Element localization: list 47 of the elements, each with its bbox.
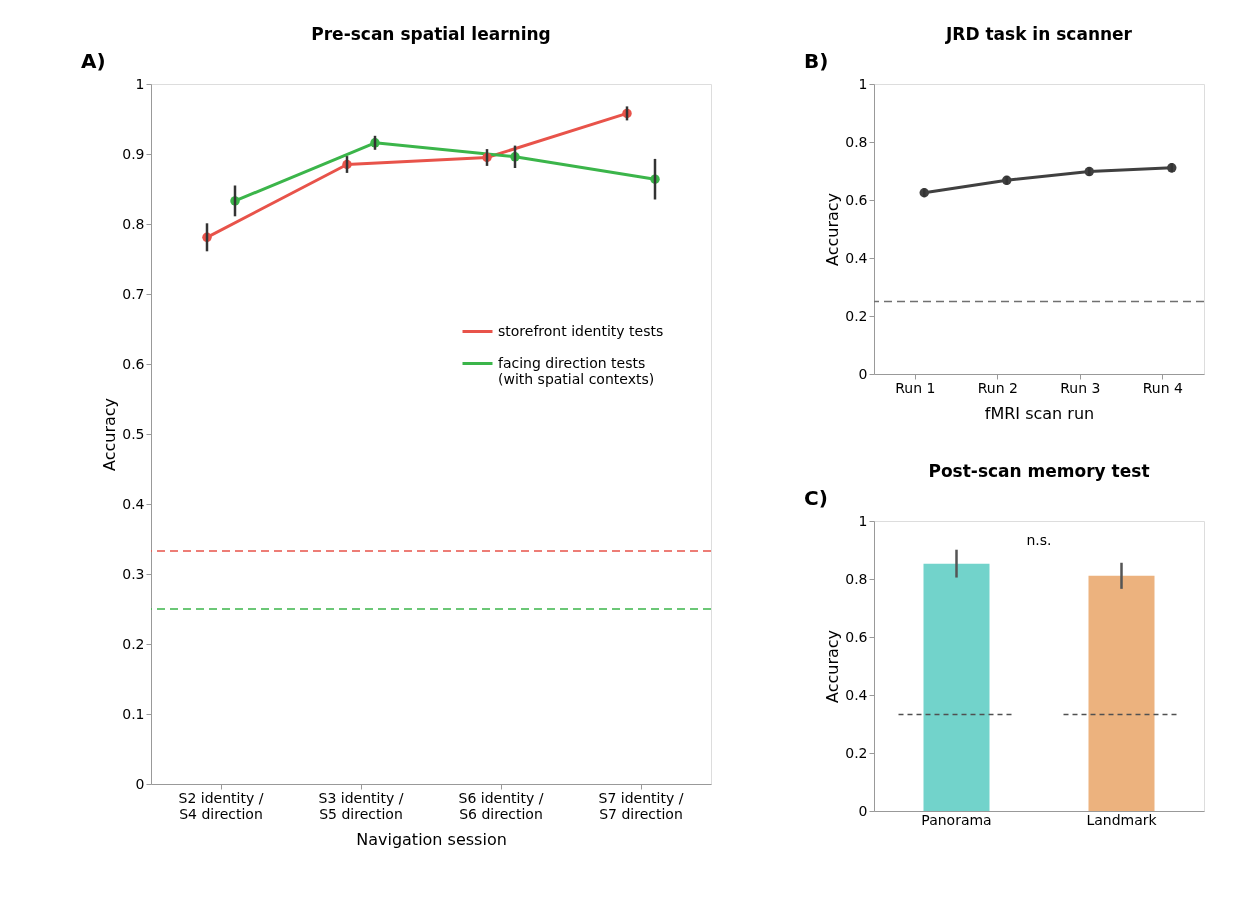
y-tick-label: 0.1	[122, 705, 145, 722]
y-tick-label: 0.3	[122, 565, 145, 582]
y-axis-title: Accuracy	[823, 192, 843, 267]
y-tick-label: 0.6	[845, 191, 868, 208]
x-axis-title: Navigation session	[356, 829, 507, 849]
y-tick-label: 0	[858, 365, 868, 382]
x-axis-title: fMRI scan run	[984, 403, 1095, 423]
y-tick-label: 0.9	[122, 145, 145, 162]
y-tick-label: 0.8	[845, 133, 868, 150]
x-tick-label: S2 identity / S4 direction	[178, 789, 264, 822]
text: A)	[81, 49, 106, 73]
y-tick-label: 0.2	[122, 635, 145, 652]
y-axis-title: Accuracy	[100, 397, 120, 472]
y-tick-label: 0.8	[845, 570, 868, 587]
y-tick-label: 1	[858, 75, 868, 92]
y-tick-label: 0.5	[122, 425, 145, 442]
x-tick-label: S7 identity / S7 direction	[598, 789, 684, 822]
y-tick-label: 0.4	[845, 686, 868, 703]
y-tick-label: 1	[858, 512, 868, 529]
x-tick-label: Run 4	[1142, 379, 1183, 396]
text: C)	[804, 486, 828, 510]
x-tick-label: Panorama	[921, 811, 992, 828]
y-tick-label: 0.6	[122, 355, 145, 372]
x-tick-label: Run 1	[895, 379, 936, 396]
y-tick-label: 0.2	[845, 307, 868, 324]
legend-label: storefront identity tests	[498, 322, 664, 339]
y-tick-label: 0.2	[845, 744, 868, 761]
x-tick-label: Landmark	[1086, 811, 1158, 828]
x-tick-label: S3 identity / S5 direction	[318, 789, 404, 822]
annotation: n.s.	[1026, 532, 1052, 548]
x-tick-label: Run 3	[1060, 379, 1101, 396]
y-tick-label: 0.6	[845, 628, 868, 645]
y-tick-label: 0.8	[122, 215, 145, 232]
chart-title: Post-scan memory test	[928, 461, 1150, 481]
legend-label: facing direction tests (with spatial contexts)	[498, 354, 655, 387]
x-tick-label: S6 identity / S6 direction	[458, 789, 544, 822]
y-axis-title: Accuracy	[823, 629, 843, 704]
chart-title: JRD task in scanner	[944, 24, 1133, 44]
chart-title: Pre-scan spatial learning	[311, 24, 551, 44]
y-tick-label: 0	[858, 802, 868, 819]
y-tick-label: 1	[135, 75, 145, 92]
x-tick-label: Run 2	[977, 379, 1018, 396]
text: B)	[804, 49, 829, 73]
y-tick-label: 0	[135, 775, 145, 792]
y-tick-label: 0.7	[122, 285, 145, 302]
y-tick-label: 0.4	[845, 249, 868, 266]
y-tick-label: 0.4	[122, 495, 145, 512]
